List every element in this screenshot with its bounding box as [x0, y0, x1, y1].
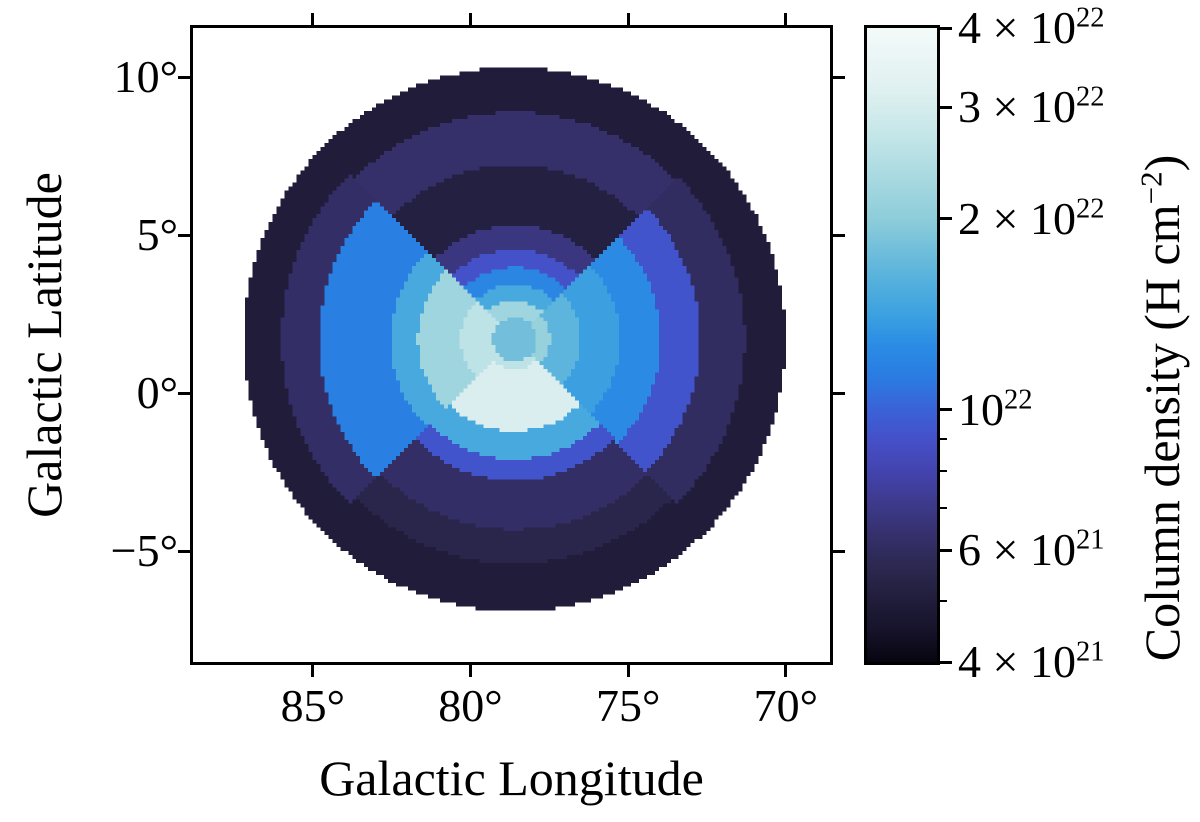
x-tick-bottom — [626, 665, 630, 677]
colorbar-tick-label: 6 × 1021 — [958, 524, 1105, 576]
y-tick-right — [833, 391, 845, 395]
y-tick-right — [833, 549, 845, 553]
y-tick-left — [178, 233, 190, 237]
y-tick-left — [178, 391, 190, 395]
y-tick-right — [833, 233, 845, 237]
x-tick-label: 75° — [595, 680, 661, 731]
y-tick-label: 0° — [136, 367, 178, 419]
colorbar-tick-label: 2 × 1022 — [958, 192, 1105, 244]
colorbar-label-exponent: −2 — [1133, 171, 1169, 205]
x-tick-bottom — [311, 665, 315, 677]
colorbar-major-tick — [940, 105, 952, 109]
plot-area — [190, 25, 833, 665]
x-tick-top — [626, 13, 630, 25]
colorbar-label-suffix: ) — [1134, 154, 1190, 172]
colorbar-label-text: Column density (H cm — [1134, 204, 1190, 662]
y-tick-label: −5° — [110, 525, 178, 577]
x-tick-label: 80° — [438, 680, 503, 731]
colorbar-tick-label: 1022 — [958, 383, 1033, 435]
colorbar-tick-label: 4 × 1021 — [958, 636, 1105, 687]
colorbar-major-tick — [940, 548, 952, 552]
colorbar-major-tick — [940, 408, 952, 412]
x-tick-top — [311, 13, 315, 25]
colorbar-tick-label: 4 × 1022 — [958, 2, 1105, 53]
colorbar-major-tick — [940, 217, 952, 221]
x-tick-label: 85° — [280, 680, 346, 731]
colorbar-tick-label: 3 × 1022 — [958, 81, 1105, 133]
column-density-heatmap — [193, 28, 830, 662]
x-tick-label: 70° — [753, 680, 819, 731]
colorbar-major-tick — [940, 660, 952, 664]
y-tick-left — [178, 549, 190, 553]
colorbar-minor-tick — [940, 470, 947, 473]
y-tick-right — [833, 75, 845, 79]
colorbar-minor-tick — [940, 437, 947, 440]
x-tick-top — [469, 13, 472, 25]
colorbar-axis-label: Column density (H cm−2) — [1133, 155, 1191, 662]
colorbar-minor-tick — [940, 506, 947, 509]
x-axis-label: Galactic Longitude — [319, 750, 704, 806]
y-tick-left — [178, 75, 190, 79]
y-tick-label: 5° — [136, 209, 178, 261]
y-tick-label: 10° — [113, 51, 178, 102]
colorbar-major-tick — [940, 26, 952, 30]
colorbar-gradient — [867, 28, 937, 662]
x-tick-top — [784, 13, 788, 25]
colorbar — [864, 25, 940, 665]
x-tick-bottom — [469, 665, 472, 677]
x-tick-bottom — [784, 665, 788, 677]
colorbar-minor-tick — [940, 599, 947, 602]
